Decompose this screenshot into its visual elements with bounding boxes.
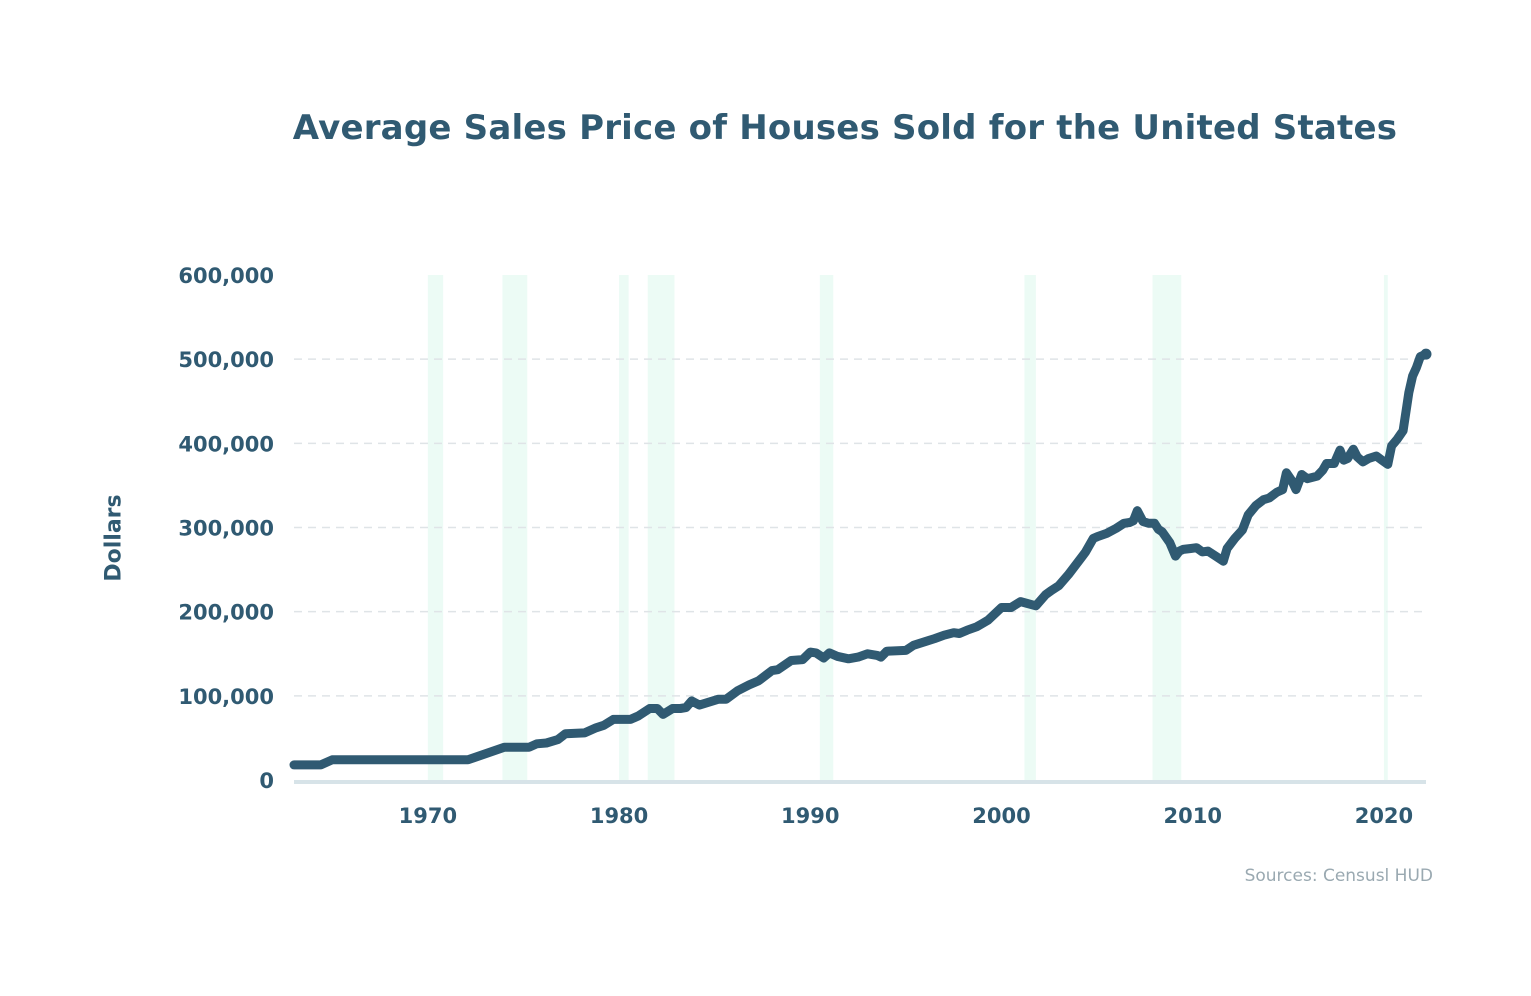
y-tick-label: 400,000: [178, 432, 274, 456]
y-tick-labels: 0 100,000 200,000 300,000 400,000 500,000 600,…: [178, 264, 274, 793]
x-tick-label: 2010: [1163, 804, 1221, 828]
y-tick-label: 600,000: [178, 264, 274, 288]
x-tick-labels: 1970 1980 1990 2000 2010 2020: [399, 804, 1414, 828]
series-line-average-price: [289, 349, 1431, 770]
y-tick-label: 100,000: [178, 685, 274, 709]
x-tick-label: 2020: [1355, 804, 1413, 828]
recession-band-7: [1383, 275, 1388, 780]
recession-band-5: [1024, 275, 1036, 780]
series-end-point: [1420, 348, 1432, 360]
x-tick-label: 1970: [399, 804, 457, 828]
y-tick-label: 200,000: [178, 601, 274, 625]
x-tick-label: 2000: [972, 804, 1030, 828]
chart-title: Average Sales Price of Houses Sold for t…: [292, 108, 1398, 148]
source-note: Sources: Censusl HUD: [1244, 866, 1433, 886]
y-tick-label: 0: [259, 769, 274, 793]
gridlines: [294, 358, 1426, 697]
y-tick-label: 300,000: [178, 517, 274, 541]
y-tick-label: 500,000: [178, 348, 274, 372]
x-tick-label: 1980: [590, 804, 648, 828]
x-tick-label: 1990: [781, 804, 839, 828]
